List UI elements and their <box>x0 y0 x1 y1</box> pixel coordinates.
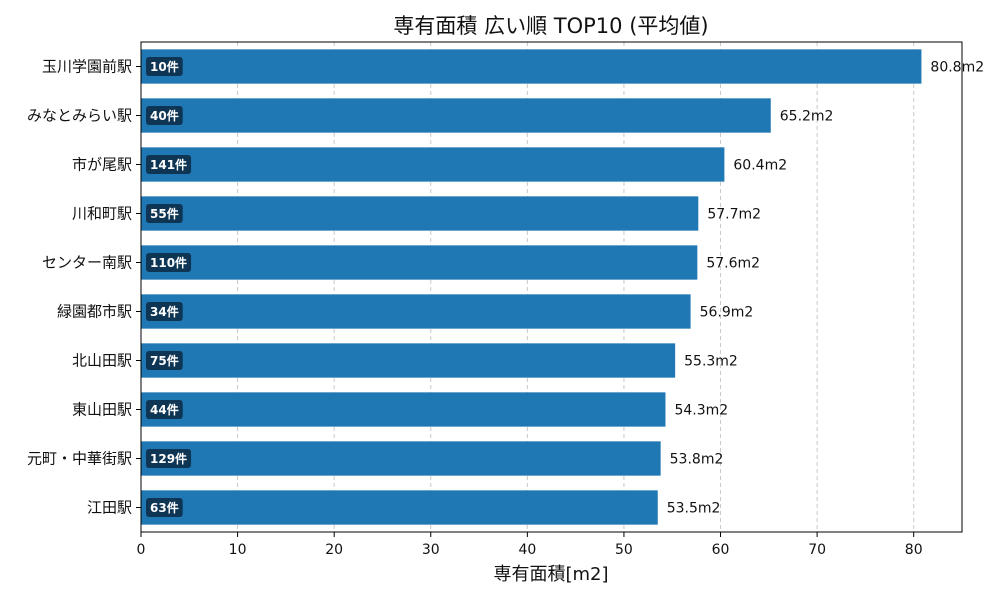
value-label: 56.9m2 <box>700 305 754 321</box>
category-label: みなとみらい駅 <box>27 107 132 125</box>
x-tick-label-70: 70 <box>808 542 826 558</box>
value-label: 53.5m2 <box>667 501 721 517</box>
bar <box>141 343 676 378</box>
x-tick-label-80: 80 <box>905 542 923 558</box>
value-label: 80.8m2 <box>930 60 984 76</box>
count-badge: 34件 <box>146 302 183 321</box>
x-tick-label-0: 0 <box>137 542 146 558</box>
category-labels: 玉川学園前駅みなとみらい駅市が尾駅川和町駅センター南駅緑園都市駅北山田駅東山田駅… <box>27 58 141 517</box>
bars <box>141 49 922 525</box>
plot-frame <box>140 41 963 533</box>
bar <box>141 147 725 182</box>
value-label: 53.8m2 <box>670 452 724 468</box>
bar <box>141 196 699 231</box>
count-label: 40件 <box>150 108 179 123</box>
value-label: 57.6m2 <box>706 256 760 272</box>
count-label: 110件 <box>150 255 187 270</box>
category-label: 元町・中華街駅 <box>27 450 132 468</box>
x-axis-label: 専有面積[m2] <box>493 564 608 585</box>
count-badge: 75件 <box>146 351 183 370</box>
value-label: 65.2m2 <box>780 109 834 125</box>
count-label: 63件 <box>150 500 179 515</box>
bar <box>141 98 771 133</box>
bar <box>141 490 658 525</box>
x-tick-label-10: 10 <box>229 542 247 558</box>
x-tick-label-60: 60 <box>712 542 730 558</box>
count-badge: 40件 <box>146 106 183 125</box>
count-badge-bg <box>146 498 183 517</box>
x-tick-label-50: 50 <box>615 542 633 558</box>
count-badge-bg <box>146 400 183 419</box>
count-badge: 55件 <box>146 204 183 223</box>
count-label: 10件 <box>150 59 179 74</box>
x-tick-label-40: 40 <box>518 542 536 558</box>
bar <box>141 294 691 329</box>
value-label: 60.4m2 <box>733 158 787 174</box>
count-badge-bg <box>146 106 183 125</box>
count-badge-bg <box>146 253 192 272</box>
count-label: 75件 <box>150 353 179 368</box>
bar <box>141 392 666 427</box>
value-label: 54.3m2 <box>674 403 728 419</box>
count-label: 34件 <box>150 304 179 319</box>
count-badge-bg <box>146 155 192 174</box>
bar <box>141 49 922 84</box>
count-badge-bg <box>146 57 183 76</box>
count-badge-bg <box>146 351 183 370</box>
count-label: 55件 <box>150 206 179 221</box>
category-label: 東山田駅 <box>72 401 132 419</box>
count-badge-bg <box>146 302 183 321</box>
value-labels: 80.8m2 65.2m2 60.4m2 57.7m2 57.6m2 56.9m2 55.3… <box>667 60 984 517</box>
category-label: センター南駅 <box>42 254 132 272</box>
count-badge: 63件 <box>146 498 183 517</box>
count-badge: 129件 <box>146 449 192 468</box>
count-badge: 110件 <box>146 253 192 272</box>
category-label: 北山田駅 <box>72 352 132 370</box>
category-label: 江田駅 <box>87 499 132 517</box>
count-badge-bg <box>146 449 192 468</box>
count-badge: 44件 <box>146 400 183 419</box>
count-label: 129件 <box>150 451 187 466</box>
bar <box>141 441 661 476</box>
count-label: 44件 <box>150 402 179 417</box>
value-label: 55.3m2 <box>684 354 738 370</box>
value-label: 57.7m2 <box>707 207 761 223</box>
x-axis-ticks: 0 10 20 30 40 50 60 70 80 <box>137 532 923 558</box>
x-tick-label-30: 30 <box>422 542 440 558</box>
category-label: 川和町駅 <box>72 205 132 223</box>
chart-title: 専有面積 広い順 TOP10 (平均値) <box>393 14 708 38</box>
count-label: 141件 <box>150 157 187 172</box>
count-badge: 141件 <box>146 155 192 174</box>
category-label: 市が尾駅 <box>72 156 132 174</box>
category-label: 玉川学園前駅 <box>42 58 132 76</box>
count-badges: 10件 40件 141件 55件 110件 34件 75件 44件 129件 63件 <box>146 57 192 517</box>
count-badge: 10件 <box>146 57 183 76</box>
bar <box>141 245 698 280</box>
category-label: 緑園都市駅 <box>57 303 132 321</box>
count-badge-bg <box>146 204 183 223</box>
x-tick-label-20: 20 <box>325 542 343 558</box>
